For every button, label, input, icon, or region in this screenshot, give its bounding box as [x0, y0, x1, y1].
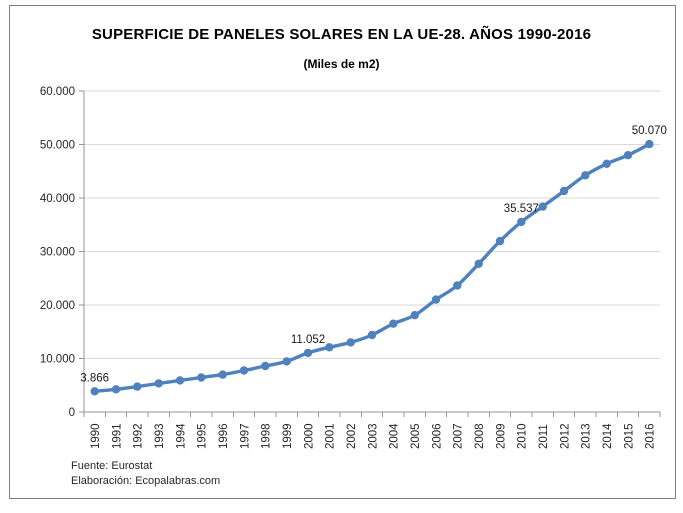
x-tick-label: 2008: [474, 423, 486, 449]
y-tick-label: 10.000: [40, 354, 75, 366]
x-tick-label: 1995: [197, 423, 209, 449]
x-tick-label: 2014: [602, 423, 614, 449]
chart-footer: Fuente: Eurostat Elaboración: Ecopalabra…: [71, 459, 220, 489]
y-tick-label: 50.000: [40, 140, 75, 152]
chart-subtitle: (Miles de m2): [303, 57, 380, 71]
data-point-marker: [197, 373, 206, 382]
data-point-marker: [559, 186, 569, 196]
x-tick-label: 2013: [581, 423, 593, 449]
x-tick-label: 1999: [282, 423, 294, 449]
data-point-marker: [218, 370, 227, 379]
source-note: Fuente: Eurostat: [71, 460, 153, 472]
y-tick-label: 20.000: [40, 300, 75, 312]
data-point-marker: [474, 259, 483, 268]
y-tick-label: 30.000: [40, 247, 75, 259]
x-tick-label: 2006: [431, 423, 443, 449]
x-tick-label: 1994: [175, 423, 187, 449]
x-tick-label: 2015: [623, 423, 635, 449]
x-tick-label: 2010: [517, 423, 529, 449]
data-label: 11.052: [291, 334, 325, 346]
x-tick-label: 1992: [133, 423, 145, 449]
x-tick-label: 2004: [389, 423, 401, 449]
data-point-marker: [581, 171, 590, 180]
x-tick-label: 2007: [453, 423, 465, 449]
data-point-marker: [282, 357, 291, 366]
data-point-marker: [175, 376, 185, 385]
x-tick-label: 1996: [218, 423, 230, 449]
x-tick-label: 2005: [410, 423, 422, 449]
data-point-marker: [517, 217, 526, 227]
x-tick-label: 2002: [346, 423, 358, 449]
data-point-marker: [410, 311, 419, 320]
x-tick-label: 2003: [367, 423, 379, 449]
data-point-marker: [623, 151, 633, 160]
data-label: 3.866: [80, 372, 109, 384]
data-point-marker: [261, 361, 270, 371]
data-point-marker: [431, 295, 441, 304]
data-point-marker: [346, 338, 355, 347]
data-label: 35.537: [504, 203, 539, 215]
x-tick-label: 1998: [261, 423, 273, 449]
elaboration-note: Elaboración: Ecopalabras.com: [71, 475, 221, 487]
data-point-marker: [303, 348, 313, 358]
data-point-marker: [389, 319, 398, 328]
x-tick-label: 2016: [645, 423, 657, 449]
x-tick-label: 2009: [495, 423, 507, 449]
chart-title: SUPERFICIE DE PANELES SOLARES EN LA UE-2…: [91, 26, 592, 43]
data-point-marker: [602, 159, 611, 168]
x-tick-label: 1991: [111, 423, 123, 449]
data-point-marker: [538, 202, 547, 211]
x-tick-label: 2001: [325, 423, 337, 449]
y-tick-label: 0: [69, 407, 75, 419]
data-point-marker: [90, 387, 99, 396]
x-tick-label: 1990: [90, 423, 102, 449]
data-point-marker: [133, 382, 142, 391]
x-tick-label: 1997: [239, 423, 251, 449]
x-tick-label: 2000: [303, 423, 315, 449]
data-point-marker: [453, 281, 462, 290]
data-point-marker: [495, 236, 505, 246]
data-point-marker: [154, 379, 163, 388]
y-tick-label: 60.000: [40, 86, 75, 98]
data-label: 50.070: [632, 125, 667, 137]
data-point-marker: [367, 330, 377, 340]
data-point-marker: [325, 343, 334, 352]
x-tick-label: 1993: [154, 423, 166, 449]
data-point-marker: [239, 366, 249, 375]
x-tick-label: 2011: [538, 424, 550, 449]
data-point-marker: [645, 139, 654, 149]
y-tick-label: 40.000: [40, 193, 75, 205]
series-line: [93, 142, 651, 393]
x-tick-label: 2012: [559, 423, 571, 449]
data-point-marker: [111, 385, 121, 394]
